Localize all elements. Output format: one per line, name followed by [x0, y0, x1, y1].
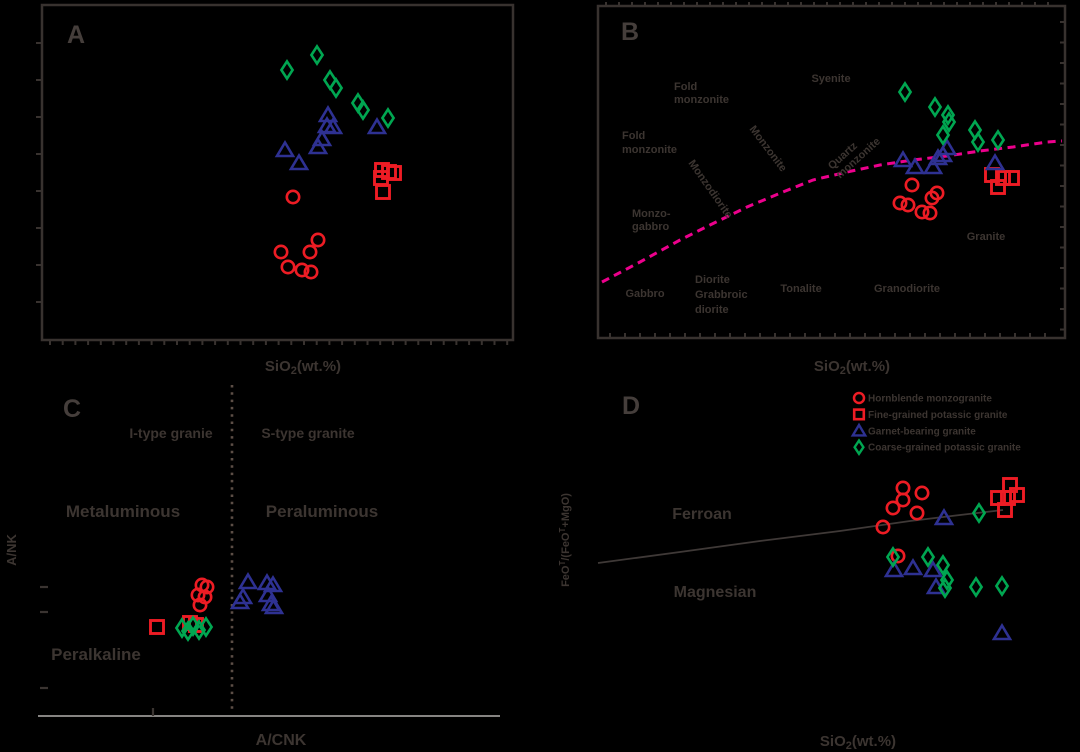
field-label-text: Fold: [622, 130, 645, 142]
field-label-text: Diorite: [695, 274, 730, 286]
panel-c-series-circle: [190, 577, 215, 613]
legend-item-label: Garnet-bearing granite: [868, 426, 976, 437]
panel-c-field-label-2: Metaluminous: [66, 502, 180, 521]
panel-b-series-diamond: [897, 81, 1006, 153]
panel-c-field-label-0: I-type granie: [129, 425, 212, 441]
panel-d-xaxis-label: SiO2(wt.%): [820, 733, 896, 752]
panel-a-series-circle: [273, 189, 326, 280]
legend-item-label: Fine-grained potassic granite: [868, 410, 1008, 421]
panel-a-series-triangle: [274, 104, 388, 171]
panel-c-yaxis-label: A/NK: [4, 534, 19, 566]
panel-c-ticks: [40, 585, 155, 716]
panel-d-label: D: [622, 392, 640, 420]
legend: Hornblende monzogranite Fine-grained pota…: [850, 391, 1021, 456]
field-label-text: Fold: [674, 81, 697, 93]
field-label-text: diorite: [695, 304, 729, 316]
field-label-text: Monzodiorite: [686, 158, 735, 221]
panel-b-boundary-curve: [601, 139, 1063, 284]
panel-b-field-label-2: Fold monzonite: [622, 130, 677, 156]
panel-b-series-square: [984, 167, 1020, 195]
legend-item-0: Hornblende monzogranite: [852, 391, 992, 405]
field-label-text: S-type granite: [261, 425, 355, 441]
panel-c-series-triangle: [229, 571, 285, 615]
panel-b-border: [596, 4, 1067, 340]
field-label-text: Syenite: [811, 73, 850, 85]
field-label-text: monzonite: [622, 144, 677, 156]
legend-item-3: Coarse-grained potassic granite: [853, 438, 1021, 456]
field-label-text: Peraluminous: [266, 502, 378, 521]
panel-c-field-label-3: Peraluminous: [266, 502, 378, 521]
field-label-text: Metaluminous: [66, 502, 180, 521]
panel-d-series-diamond: [885, 502, 1010, 599]
panel-a-series-diamond: [279, 44, 396, 129]
legend-item-2: Garnet-bearing granite: [850, 422, 976, 437]
panel-a-series-square: [373, 162, 402, 200]
panel-d-yaxis-label: FeOT/(FeOT+MgO): [558, 493, 572, 587]
panel-d-series-circle: [875, 480, 930, 564]
panel-b-series-circle: [892, 177, 945, 221]
ticks-layer: [36, 2, 1065, 345]
panel-b-field-label-6: Tonalite: [780, 283, 821, 295]
panel-b-label: B: [621, 18, 639, 46]
panel-d-field-label-1: Magnesian: [674, 584, 757, 601]
field-label-text: gabbro: [632, 221, 670, 233]
panel-b-field-label-9: Monzodiorite: [686, 158, 735, 221]
panel-a-xaxis-label: SiO2(wt.%): [265, 358, 341, 377]
panel-b-field-label-3: Monzo-gabbro: [632, 208, 671, 233]
square-legend-icon: [852, 408, 866, 421]
legend-item-label: Hornblende monzogranite: [868, 394, 992, 405]
diamond-legend-icon: [853, 438, 865, 456]
panel-c-xaxis-label: A/CNK: [256, 732, 307, 749]
panel-b-field-label-8: Granite: [967, 231, 1006, 243]
field-label-text: Gabbro: [625, 288, 664, 300]
field-label-text: I-type granie: [129, 425, 212, 441]
panel-d-series-square: [990, 477, 1025, 518]
field-label-text: Granite: [967, 231, 1006, 243]
panel-b-field-label-10: Monzonite: [747, 124, 789, 175]
field-label-text: Grabbroic: [695, 289, 748, 301]
field-label-text: Monzo-: [632, 208, 671, 220]
panel-b-field-label-7: Granodiorite: [874, 283, 940, 295]
field-label-text: Tonalite: [780, 283, 821, 295]
curves-layer: [230, 139, 1063, 710]
circle-legend-icon: [852, 391, 866, 405]
panel-d-ferroan-magnesian-line: [597, 509, 1004, 564]
field-label-text: Magnesian: [674, 584, 757, 601]
panel-b-xaxis-label: SiO2(wt.%): [814, 358, 890, 377]
panel-b-series-triangle: [892, 137, 1006, 175]
panel-a-label: A: [67, 21, 85, 49]
panel-b-field-label-4: Gabbro: [625, 288, 664, 300]
panel-b-field-label-1: Syenite: [811, 73, 850, 85]
panel-a-border: [40, 3, 515, 342]
panel-c-field-label-4: Peralkaline: [51, 645, 141, 664]
field-label-text: monzonite: [674, 94, 729, 106]
legend-item-1: Fine-grained potassic granite: [852, 408, 1008, 421]
legend-item-label: Coarse-grained potassic granite: [868, 443, 1021, 454]
field-label-text: Monzonite: [747, 124, 789, 175]
field-label-text: Granodiorite: [874, 283, 940, 295]
triangle-legend-icon: [850, 422, 868, 437]
panel-c-series-diamond: [174, 615, 214, 642]
panel-b-field-label-5: Diorite Grabbroic diorite: [695, 274, 748, 316]
field-label-text: Ferroan: [672, 506, 732, 523]
axis-ticks: [36, 2, 1065, 345]
field-label-text: Peralkaline: [51, 645, 141, 664]
markers-layer: [149, 44, 1025, 642]
panel-c-field-label-1: S-type granite: [261, 425, 355, 441]
panel-d-field-label-0: Ferroan: [672, 506, 732, 523]
panel-c-label: C: [63, 395, 81, 423]
